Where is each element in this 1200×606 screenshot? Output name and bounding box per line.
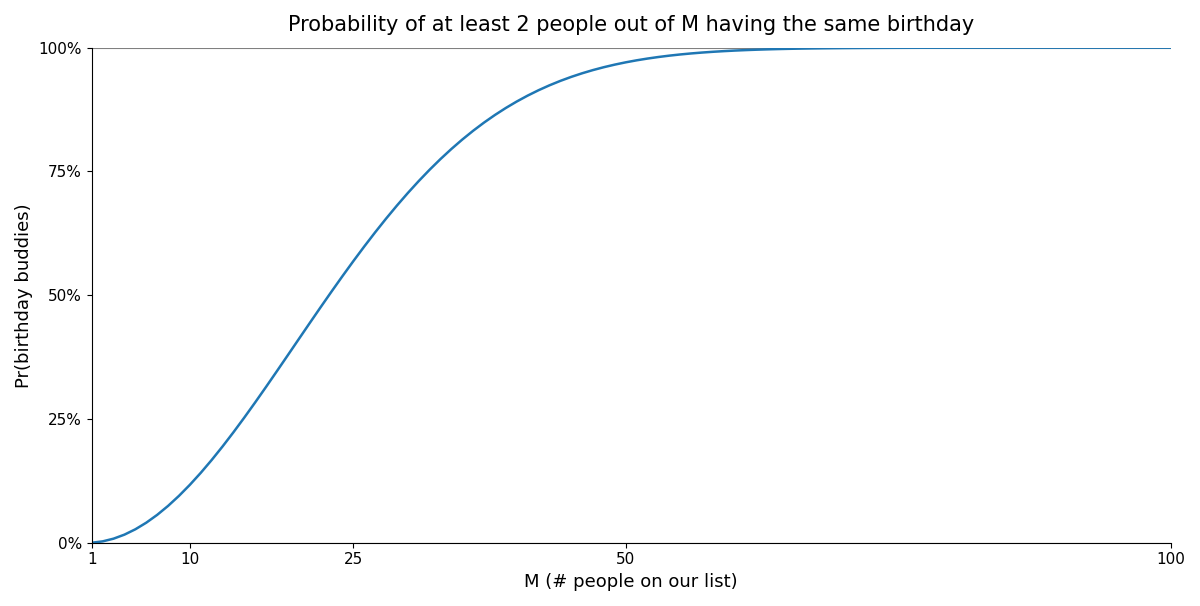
Y-axis label: Pr(birthday buddies): Pr(birthday buddies) bbox=[16, 203, 34, 387]
X-axis label: M (# people on our list): M (# people on our list) bbox=[524, 573, 738, 591]
Title: Probability of at least 2 people out of M having the same birthday: Probability of at least 2 people out of … bbox=[288, 15, 974, 35]
